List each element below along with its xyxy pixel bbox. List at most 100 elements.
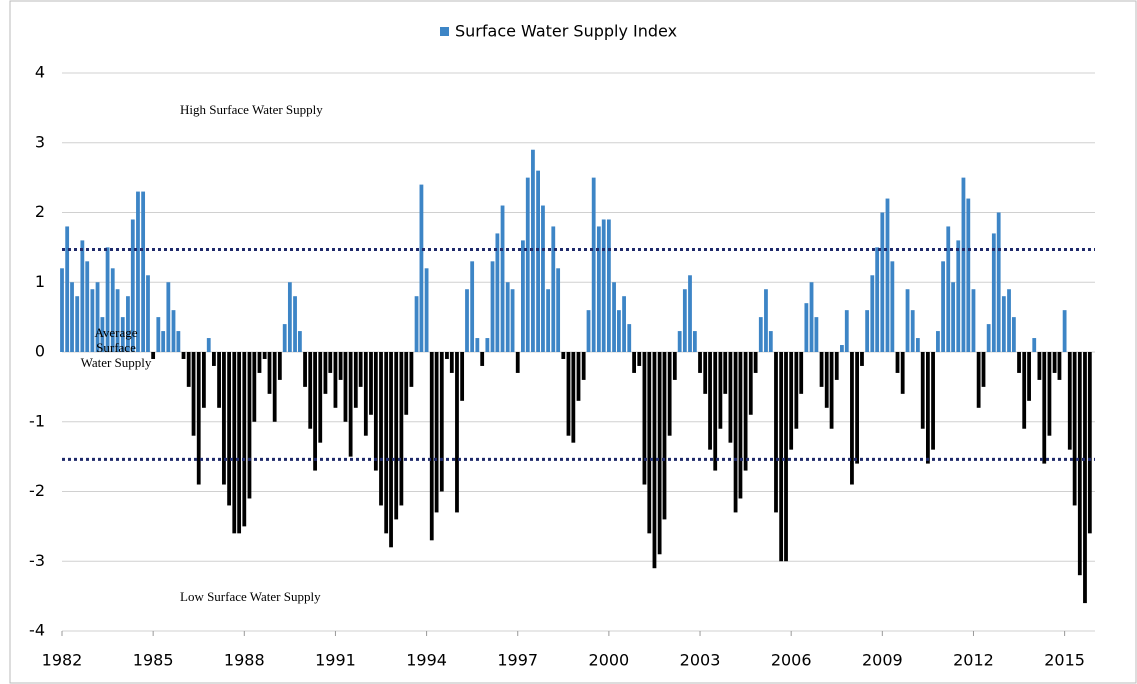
bar [1042,352,1047,464]
bar [819,352,824,387]
bar [287,282,292,352]
bar [60,268,64,352]
bar [293,296,297,352]
bar [80,240,85,352]
bar [976,352,981,408]
bar [546,289,551,352]
bar [151,352,156,359]
x-tick-label: 2003 [680,651,721,670]
bar [201,352,206,408]
bar [460,352,465,401]
bar [328,352,333,373]
bar [1077,352,1082,576]
bar [536,170,540,352]
bar [672,352,677,380]
bar [789,352,794,450]
x-tick-label: 1985 [133,651,174,670]
x-tick-label: 1991 [315,651,356,670]
bar [455,352,459,513]
x-tick-label: 2009 [862,651,903,670]
bar [794,352,799,429]
bar [708,352,712,450]
y-tick-label: -4 [29,621,45,640]
bar [500,205,505,352]
bar [1062,310,1067,352]
x-tick-label: 2015 [1044,651,1085,670]
bar [768,331,773,352]
bar [100,317,105,352]
y-tick-label: -2 [29,481,45,500]
bar [196,352,201,485]
bar [369,352,373,415]
bar [677,331,682,352]
bar [956,240,961,352]
bar [161,331,166,352]
bar [895,352,900,373]
bar [525,177,530,352]
bar [779,352,784,562]
bar [910,310,915,352]
bar [1027,352,1031,401]
bar [647,352,652,534]
bar [414,296,419,352]
bar [596,226,601,352]
y-tick-label: 3 [35,132,45,151]
bar [424,268,429,352]
bar [844,310,849,352]
bar [905,289,910,352]
y-tick-label: -3 [29,551,45,570]
bar [445,352,449,359]
bar [606,219,611,352]
bar [470,261,475,352]
bar [1072,352,1077,506]
bar [247,352,252,499]
bar [434,352,439,513]
bar [617,310,621,352]
bar [743,352,748,471]
bar [1057,352,1062,380]
bar [277,352,282,380]
bar [297,331,302,352]
bar [566,352,571,436]
bar [308,352,313,429]
bar [703,352,708,394]
bar [981,352,986,387]
bar [146,275,150,352]
x-tick-label: 1982 [42,651,83,670]
bar [682,289,687,352]
bar [809,282,814,352]
bar [105,247,110,352]
y-tick-label: 2 [35,202,45,221]
bar [829,352,834,429]
bar [439,352,444,492]
bar [242,352,247,527]
bar [667,352,672,436]
bar [698,352,702,373]
bar [1087,352,1092,534]
bar [495,233,500,352]
bar [632,352,636,373]
bar [551,226,556,352]
bar [485,338,490,352]
bar [85,261,90,352]
bar [303,352,307,387]
bar [925,352,930,464]
bar [834,352,839,380]
x-tick-label: 1994 [406,651,447,670]
bar [272,352,277,422]
bar [936,331,940,352]
bar [130,219,135,352]
bar [389,352,393,548]
legend-swatch [440,27,449,36]
bar [586,310,591,352]
bar [262,352,267,359]
bar [227,352,232,506]
legend-label: Surface Water Supply Index [455,22,677,41]
bar [323,352,328,394]
bar [1037,352,1042,380]
bar [1022,352,1027,429]
bar [237,352,242,534]
bar [784,352,788,562]
bar [657,352,662,555]
